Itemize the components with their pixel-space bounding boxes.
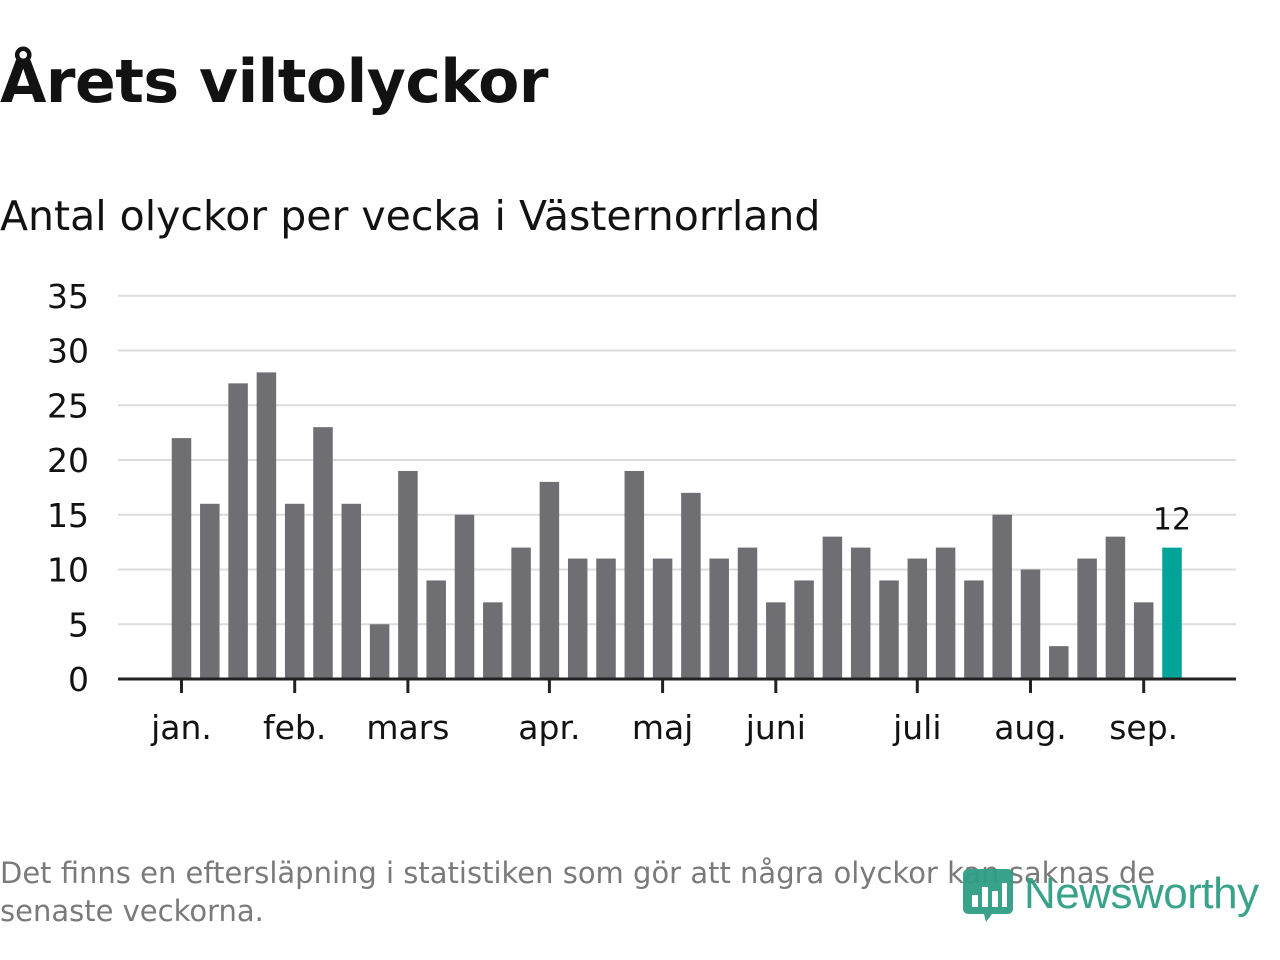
y-axis-tick-labels: 0 5 10 15 20 25 30 35 [47,277,89,699]
bar [426,580,446,679]
bar [313,427,333,679]
bar [624,470,645,679]
bar [681,492,701,679]
x-axis: jan. feb. mars apr. maj juni juli aug. sep. [118,677,1236,747]
bar [850,547,871,679]
bar [256,372,277,679]
brand-logo: Newsworthy [962,862,1259,926]
y-tick-label: 10 [47,551,89,590]
brand-name: Newsworthy [1024,869,1259,918]
bar-highlight [1162,547,1182,679]
bar [964,580,984,679]
footnote: Det finns en eftersläpning i statistiken… [0,856,1156,928]
y-tick-label: 30 [47,332,89,371]
bar [766,602,786,679]
bar [483,602,503,679]
bar [907,558,928,679]
y-tick-label: 20 [47,441,89,480]
bar [652,558,673,679]
x-tick-label: apr. [518,708,580,747]
bar [369,624,390,679]
x-tick-label: juli [892,708,941,747]
bar [1133,602,1154,679]
x-tick-label: maj [632,708,694,747]
x-tick-label: mars [366,708,449,747]
bar [1105,536,1126,679]
bar [794,580,814,679]
bar [709,558,729,679]
bar [1077,558,1097,679]
bar [228,383,248,679]
bar [1020,569,1041,679]
y-tick-label: 25 [47,386,89,425]
bar [822,536,843,679]
chart-title: Årets viltolyckor [0,47,549,117]
x-tick-label: juni [745,708,806,747]
bar [200,503,220,679]
bar [171,438,192,679]
bar [1049,646,1069,679]
bar [596,558,616,679]
bar-value-label: 12 [1153,503,1191,538]
bar [879,580,899,679]
bar [935,547,956,679]
bar-chart-badge-icon [963,869,1013,922]
bar [539,481,560,679]
y-tick-label: 35 [47,277,89,316]
annotations: 12 [1153,503,1191,538]
x-tick-label: aug. [994,708,1067,747]
y-tick-label: 5 [68,605,89,644]
bar [454,514,475,679]
bar [992,514,1012,679]
bar [511,547,531,679]
bar [341,503,362,679]
x-tick-label: jan. [150,708,212,747]
bar [284,503,305,679]
x-tick-label: feb. [263,708,326,747]
chart-subtitle: Antal olyckor per vecka i Västernorrland [0,192,821,240]
bar [398,470,418,679]
y-tick-label: 15 [47,496,89,535]
bar-chart: 0 5 10 15 20 25 30 35 jan. feb. mars apr. maj juni ju… [47,277,1236,747]
y-tick-label: 0 [68,660,89,699]
bar [567,558,588,679]
bar [737,547,758,679]
bar-series [171,372,1182,679]
x-tick-label: sep. [1109,708,1178,747]
